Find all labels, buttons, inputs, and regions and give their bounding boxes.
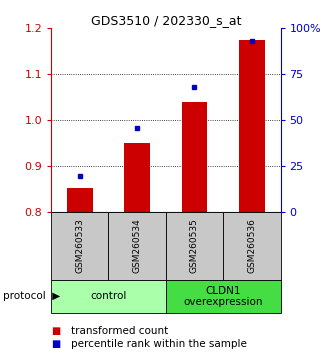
Text: GSM260533: GSM260533 xyxy=(75,218,84,274)
Bar xyxy=(67,188,93,212)
Text: control: control xyxy=(90,291,127,302)
Bar xyxy=(223,212,280,280)
Bar xyxy=(51,280,166,313)
Text: ■: ■ xyxy=(51,326,60,336)
Text: protocol  ▶: protocol ▶ xyxy=(3,291,60,302)
Bar xyxy=(239,40,265,212)
Bar xyxy=(166,280,280,313)
Text: GSM260535: GSM260535 xyxy=(190,218,199,274)
Bar xyxy=(109,212,166,280)
Text: GSM260534: GSM260534 xyxy=(133,219,142,273)
Bar xyxy=(124,143,150,212)
Text: GSM260536: GSM260536 xyxy=(247,218,256,274)
Title: GDS3510 / 202330_s_at: GDS3510 / 202330_s_at xyxy=(90,14,241,27)
Text: percentile rank within the sample: percentile rank within the sample xyxy=(71,339,247,349)
Bar xyxy=(51,212,109,280)
Bar xyxy=(166,212,223,280)
Bar xyxy=(182,102,207,212)
Text: CLDN1
overexpression: CLDN1 overexpression xyxy=(183,286,263,307)
Text: transformed count: transformed count xyxy=(71,326,168,336)
Text: ■: ■ xyxy=(51,339,60,349)
